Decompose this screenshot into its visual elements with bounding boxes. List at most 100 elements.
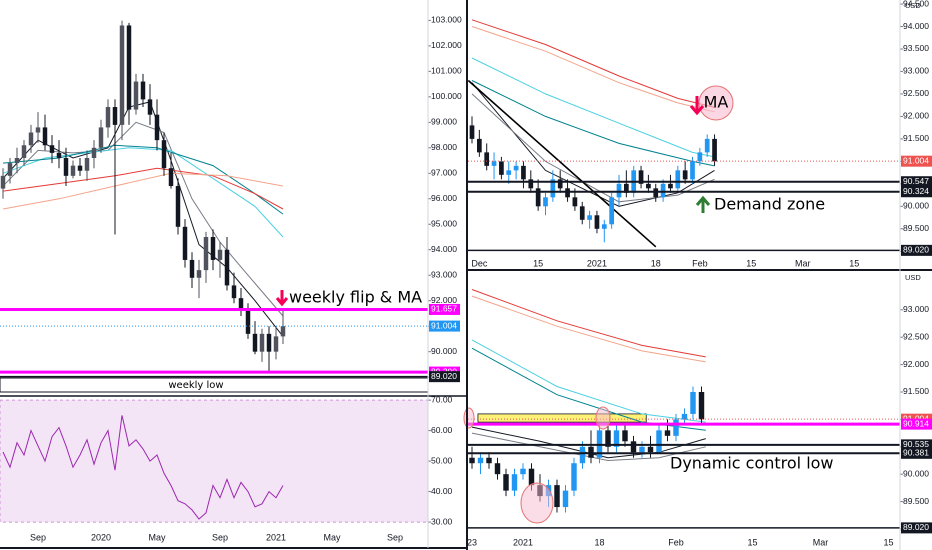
candle-body [196, 270, 202, 278]
candle-body [161, 140, 167, 169]
candle-body [147, 99, 153, 115]
candle-body [14, 158, 20, 164]
candle-body [175, 186, 181, 227]
candle-body [49, 145, 55, 153]
level-label-box [901, 418, 932, 430]
highlight-circle [595, 406, 611, 430]
candle-body [506, 170, 512, 175]
rsi-line [2, 415, 284, 520]
candle-body [513, 165, 519, 171]
candle-body [712, 138, 717, 162]
candle-body [698, 391, 705, 420]
annotation: Demand zone [714, 195, 825, 214]
candle-body [664, 430, 671, 436]
candle-body [273, 336, 279, 352]
level-label: 90.381 [903, 448, 929, 458]
candle-body [682, 170, 688, 180]
rsi-tick-label: 70.00 [431, 394, 453, 404]
candle-body [168, 168, 174, 187]
candle-body [266, 333, 272, 352]
y-tick-label: 91.500 [903, 133, 929, 143]
candle-body [477, 457, 484, 464]
candle-body [469, 125, 475, 139]
highlight-circle [698, 85, 734, 121]
level-label: 91.657 [431, 304, 457, 314]
candle-body [550, 179, 556, 198]
y-tick-label: 96.000 [431, 193, 457, 203]
y-tick-label: 102.000 [431, 40, 462, 50]
candle-body [280, 326, 286, 337]
candle-body [35, 127, 41, 133]
moving-average [471, 295, 706, 363]
candle-body [77, 165, 83, 171]
moving-average [471, 289, 706, 358]
x-tick-label: Sep [212, 532, 228, 542]
candle-body [112, 107, 118, 125]
candle-body [511, 474, 518, 491]
x-tick-label: 15 [883, 537, 893, 547]
candle-body [605, 430, 611, 447]
y-tick-label: 92.000 [903, 359, 929, 369]
x-tick-label: Sep [30, 532, 46, 542]
y-tick-label: 94.500 [903, 0, 929, 8]
y-tick-label: 92.000 [903, 111, 929, 121]
candle-body [535, 188, 541, 207]
moving-average [2, 172, 284, 210]
y-tick-label: 92.500 [903, 331, 929, 341]
annotation: weekly flip & MA [289, 288, 422, 307]
level-label-box [429, 371, 460, 383]
candle-body [119, 25, 125, 125]
level-label-box [901, 439, 932, 451]
highlight-circle [463, 407, 475, 429]
candle-body [499, 161, 504, 175]
annotation: weekly low [168, 380, 223, 391]
candle-body [675, 170, 681, 189]
y-tick-label: 98.000 [431, 142, 457, 152]
candle-body [0, 175, 6, 189]
candle-body [154, 114, 160, 141]
x-tick-label: 23 [467, 537, 477, 547]
candle-body [528, 468, 535, 486]
candle-body [189, 259, 195, 278]
candle-body [98, 127, 104, 148]
candle-body [673, 419, 679, 436]
axis-unit: USD [905, 273, 921, 282]
candle-body [646, 183, 651, 189]
level-label-box [901, 447, 932, 459]
candle-body [622, 430, 628, 442]
candle-body [616, 183, 622, 198]
candle-body [91, 147, 97, 158]
level-label: 91.004 [903, 155, 929, 165]
candle-body [63, 158, 69, 176]
x-tick-label: Dec [471, 258, 488, 268]
candle-body [579, 206, 585, 220]
x-tick-label: Feb [692, 258, 708, 268]
y-tick-label: 93.000 [431, 269, 457, 279]
level-label: 91.004 [903, 413, 929, 423]
annotation: Dynamic control low [670, 454, 834, 473]
rsi-band [0, 399, 429, 523]
candle-body [105, 107, 111, 128]
candle-body [84, 158, 90, 171]
x-tick-label: Sep [387, 532, 403, 542]
level-label: 90.914 [903, 418, 929, 428]
candle-body [587, 215, 592, 220]
x-tick-label: 18 [594, 537, 604, 547]
moving-average [467, 79, 657, 248]
level-label: 89.020 [903, 522, 929, 532]
candle-body [704, 138, 710, 153]
candle-body [572, 197, 578, 207]
x-tick-label: Feb [668, 537, 684, 547]
candle-body [224, 249, 230, 286]
y-tick-label: 89.500 [903, 496, 929, 506]
moving-average [471, 339, 706, 423]
candle-body [140, 81, 146, 100]
x-tick-label: May [148, 532, 166, 542]
candle-body [681, 413, 688, 420]
candle-body [28, 132, 34, 146]
zone [477, 413, 647, 423]
y-tick-label: 93.500 [903, 43, 929, 53]
candle-body [571, 463, 577, 491]
moving-average [471, 19, 715, 108]
